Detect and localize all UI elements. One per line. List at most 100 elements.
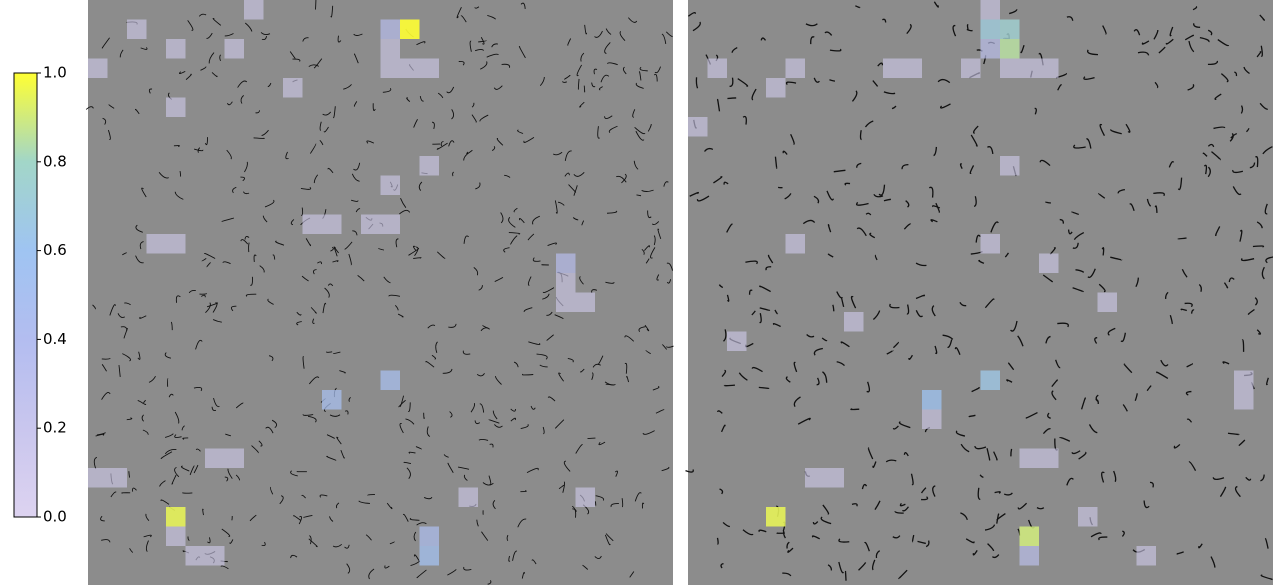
stroke-fragment (539, 77, 545, 87)
heatmap-cell (224, 39, 244, 59)
stroke-fragment (494, 376, 502, 385)
stroke-fragment (493, 85, 503, 90)
stroke-fragment (793, 361, 798, 373)
heatmap-cell (146, 234, 166, 254)
stroke-fragment (293, 515, 302, 521)
stroke-fragment (1232, 186, 1242, 196)
stroke-fragment (336, 436, 342, 445)
stroke-fragment (539, 364, 548, 368)
stroke-fragment (1181, 269, 1188, 278)
stroke-fragment (716, 537, 719, 545)
stroke-fragment (500, 212, 504, 224)
stroke-fragment (124, 302, 131, 306)
stroke-fragment (552, 151, 563, 156)
stroke-fragment (337, 35, 342, 43)
stroke-fragment (329, 516, 334, 522)
stroke-fragment (1133, 29, 1141, 36)
stroke-fragment (1265, 256, 1273, 264)
heatmap-cell (922, 409, 942, 429)
stroke-fragment (965, 538, 975, 544)
stroke-fragment (504, 174, 511, 178)
stroke-fragment (898, 569, 908, 580)
stroke-fragment (1207, 29, 1213, 36)
heatmap-cell (980, 39, 1000, 59)
stroke-fragment (850, 408, 860, 411)
stroke-fragment (188, 289, 196, 294)
stroke-fragment (1102, 25, 1107, 35)
stroke-fragment (330, 5, 334, 18)
stroke-fragment (1186, 363, 1193, 368)
stroke-fragment (308, 376, 320, 385)
stroke-fragment (806, 333, 815, 338)
stroke-fragment (327, 167, 334, 174)
stroke-fragment (939, 103, 951, 109)
stroke-fragment (1055, 359, 1061, 369)
stroke-fragment (557, 201, 565, 206)
stroke-fragment (225, 433, 231, 437)
stroke-fragment (479, 114, 489, 122)
stroke-fragment (864, 120, 874, 128)
stroke-fragment (959, 301, 967, 307)
stroke-fragment (979, 474, 984, 478)
stroke-fragment (279, 495, 284, 505)
stroke-fragment (431, 121, 435, 130)
stroke-fragment (1098, 283, 1106, 293)
stroke-fragment (1202, 152, 1208, 157)
stroke-fragment (352, 230, 358, 236)
stroke-fragment (571, 505, 577, 518)
stroke-fragment (482, 324, 490, 330)
stroke-fragment (269, 486, 274, 495)
stroke-fragment (1059, 436, 1071, 442)
stroke-fragment (446, 86, 455, 94)
stroke-fragment (859, 130, 862, 141)
stroke-fragment (324, 287, 330, 298)
stroke-fragment (487, 580, 492, 585)
stroke-fragment (745, 260, 758, 265)
stroke-fragment (1260, 574, 1273, 581)
stroke-fragment (915, 294, 926, 300)
stroke-fragment (785, 81, 797, 86)
heatmap-cell (883, 58, 903, 78)
stroke-fragment (654, 66, 661, 74)
stroke-fragment (173, 145, 180, 148)
stroke-fragment (334, 246, 339, 254)
heatmap-cell (380, 19, 400, 39)
heatmap-cell (380, 39, 400, 59)
stroke-fragment (903, 451, 909, 457)
stroke-fragment (302, 37, 309, 42)
stroke-fragment (107, 129, 111, 140)
stroke-fragment (1264, 537, 1269, 549)
heatmap-cell (1019, 448, 1039, 468)
stroke-fragment (148, 88, 153, 94)
stroke-fragment (395, 238, 399, 248)
heatmap-cell (980, 234, 1000, 254)
stroke-fragment (128, 471, 130, 478)
stroke-fragment (966, 28, 973, 32)
stroke-fragment (604, 42, 611, 55)
stroke-fragment (1129, 203, 1135, 211)
stroke-fragment (1188, 461, 1197, 472)
stroke-fragment (108, 104, 115, 109)
stroke-fragment (748, 289, 753, 295)
stroke-fragment (987, 146, 994, 155)
stroke-fragment (1239, 229, 1243, 242)
stroke-fragment (723, 329, 727, 342)
stroke-fragment (891, 105, 897, 110)
stroke-fragment (471, 102, 475, 108)
stroke-fragment (727, 97, 737, 100)
stroke-fragment (174, 434, 182, 438)
stroke-fragment (1088, 424, 1098, 434)
heatmap-cell (844, 312, 864, 332)
stroke-fragment (344, 544, 350, 549)
heatmap-cell (575, 487, 595, 507)
stroke-fragment (1192, 5, 1198, 11)
stroke-fragment (526, 467, 539, 473)
stroke-fragment (977, 487, 981, 501)
stroke-fragment (414, 246, 419, 257)
stroke-fragment (458, 61, 465, 66)
stroke-fragment (1044, 201, 1051, 204)
stroke-fragment (436, 251, 446, 259)
stroke-fragment (653, 235, 656, 246)
stroke-fragment (622, 66, 627, 75)
